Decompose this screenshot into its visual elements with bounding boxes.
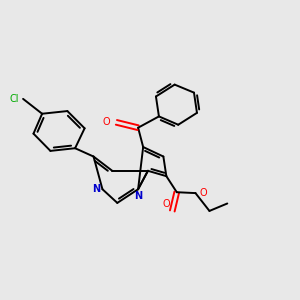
Text: Cl: Cl (9, 94, 19, 104)
Text: N: N (134, 191, 142, 201)
Text: N: N (92, 184, 100, 194)
Text: O: O (163, 200, 170, 209)
Text: O: O (200, 188, 208, 198)
Text: O: O (103, 117, 110, 128)
